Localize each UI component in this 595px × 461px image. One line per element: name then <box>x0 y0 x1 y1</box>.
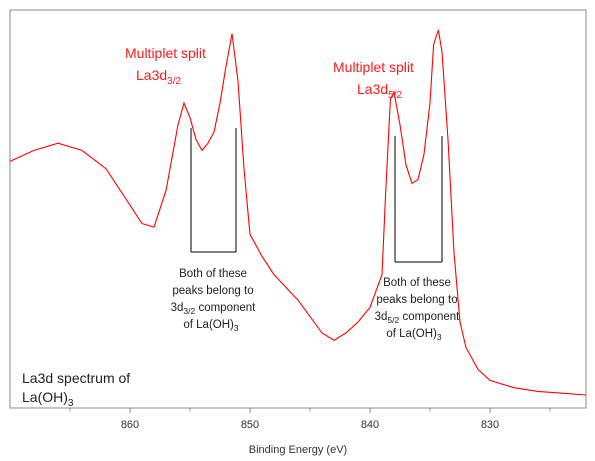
peak-label-left-line1: Multiplet split <box>125 45 206 61</box>
x-tick-label: 860 <box>121 419 139 431</box>
x-tick-label: 830 <box>481 419 499 431</box>
svg-text:of La(OH)3: of La(OH)3 <box>183 319 239 333</box>
peak-label-right-line2: La3d5/2 <box>357 81 402 101</box>
bracket-right <box>394 136 443 263</box>
x-axis-ticks: 860 850 840 830 <box>69 408 551 431</box>
plot-frame <box>9 9 587 409</box>
x-tick-label: 840 <box>361 419 379 431</box>
x-tick-label: 850 <box>241 419 259 431</box>
svg-text:3d5/2 component: 3d5/2 component <box>375 311 461 325</box>
spectrum-label-line2: La(OH)3 <box>22 389 74 409</box>
svg-text:peaks belong to: peaks belong to <box>376 294 457 306</box>
peak-label-left-line2: La3d3/2 <box>136 67 181 87</box>
svg-text:of La(OH)3: of La(OH)3 <box>386 328 442 342</box>
x-axis-title: Binding Energy (eV) <box>249 444 347 456</box>
svg-text:3d3/2 component: 3d3/2 component <box>171 302 257 316</box>
spectrum-line <box>9 29 587 396</box>
spectrum-label-line1: La3d spectrum of <box>22 370 130 386</box>
note-right: Both of these peaks belong to 3d5/2 comp… <box>375 277 461 342</box>
bracket-left <box>190 128 237 253</box>
svg-text:peaks belong to: peaks belong to <box>172 285 253 297</box>
svg-text:Both of these: Both of these <box>383 277 451 289</box>
svg-text:Both of these: Both of these <box>179 268 247 280</box>
note-left: Both of these peaks belong to 3d3/2 comp… <box>171 268 257 333</box>
peak-label-right-line1: Multiplet split <box>333 59 414 75</box>
